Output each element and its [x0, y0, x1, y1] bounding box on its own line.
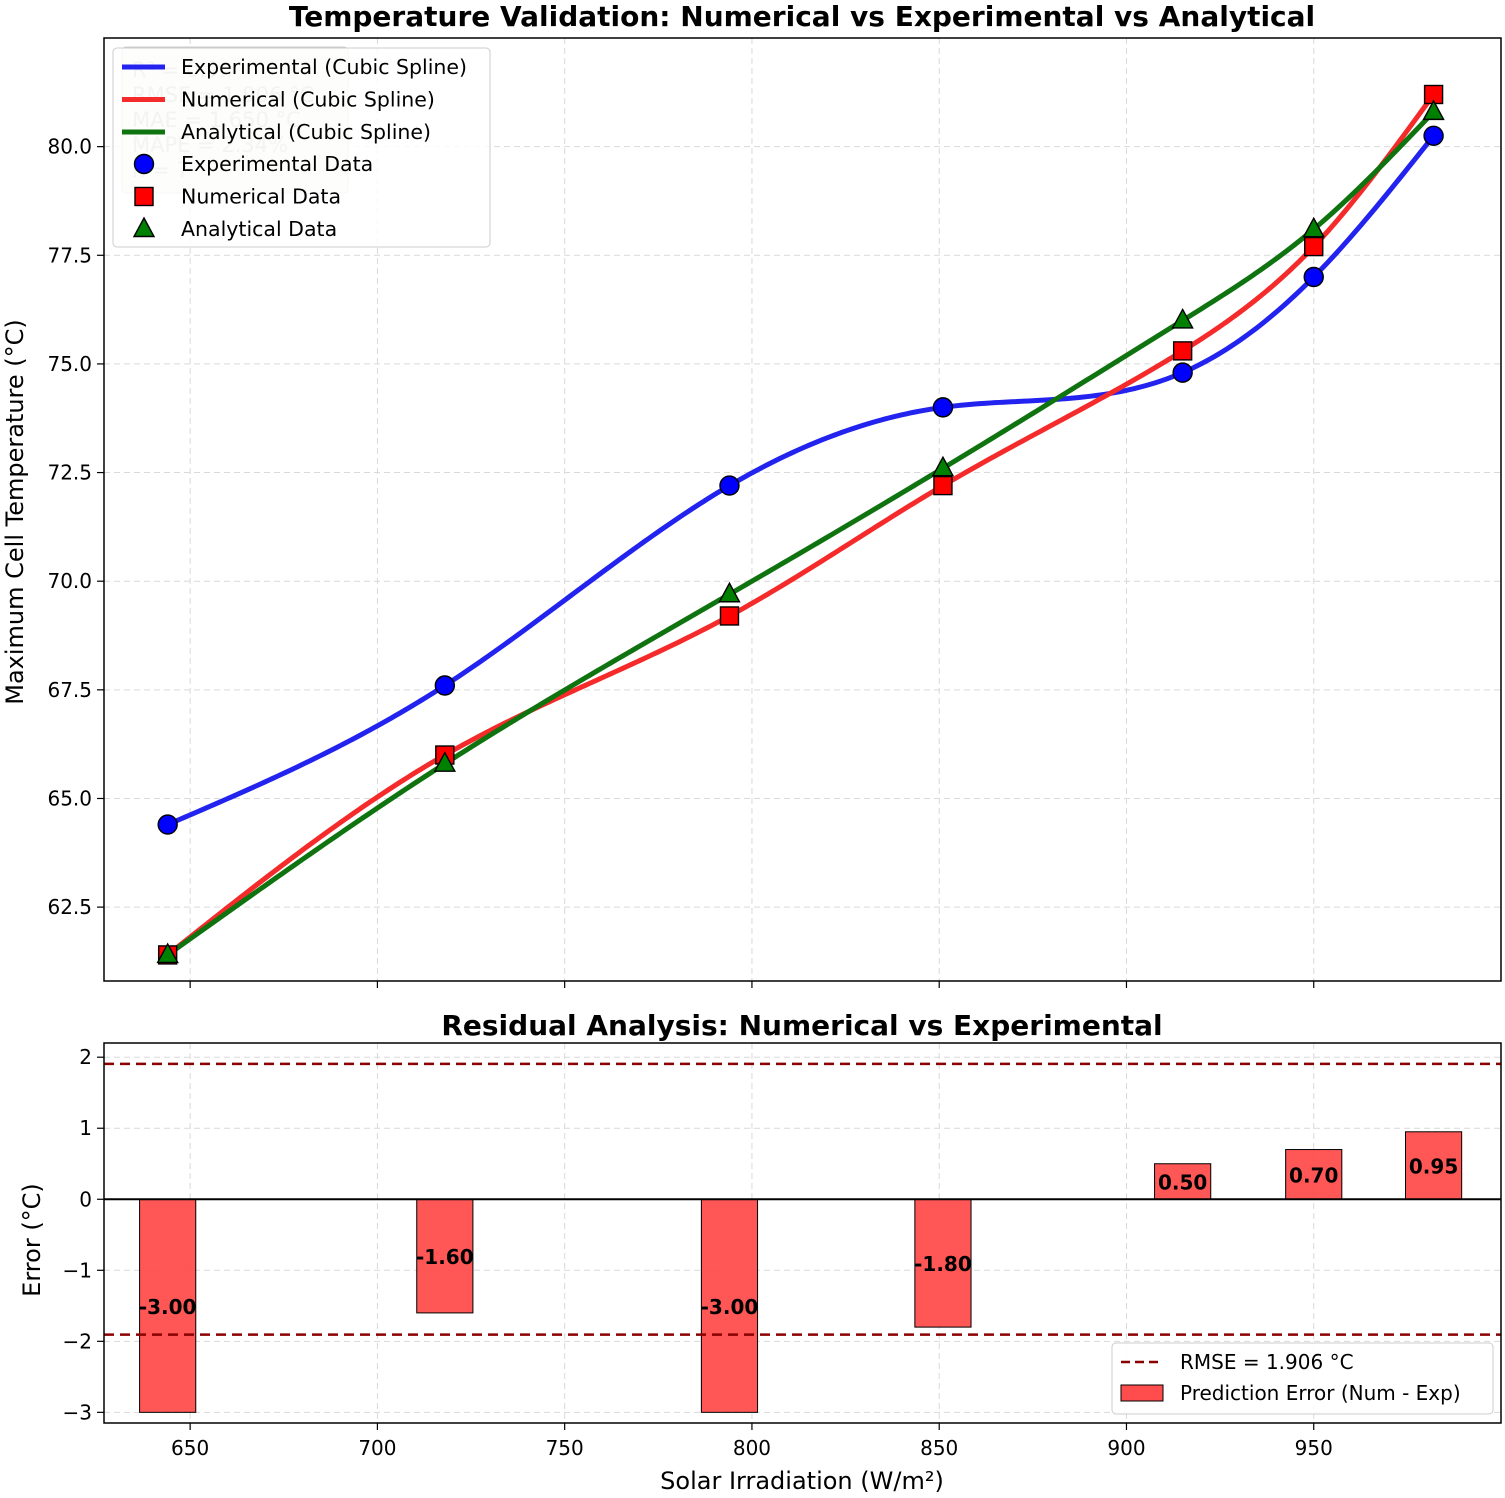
residual-bar: [1154, 1163, 1212, 1200]
spline-curve-2: [165, 91, 1437, 958]
residual-value-label: 0.95: [1409, 1155, 1458, 1179]
bottom-legend: RMSE = 1.906 °C Prediction Error (Num - …: [1111, 1342, 1494, 1415]
data-point-circle: [932, 397, 954, 418]
legend-error-swatch: [1120, 1384, 1164, 1402]
residual-value-label: -1.60: [416, 1245, 474, 1269]
top-grid: [104, 38, 1501, 981]
spline-curve-3: [165, 109, 1437, 958]
data-point-circle: [1303, 266, 1324, 288]
top-y-axis-label: Maximum Cell Temperature (°C): [1, 319, 29, 705]
bottom-y-tick-label: 2: [79, 1045, 92, 1069]
top-y-tick-label: 65.0: [47, 786, 92, 810]
residual-bar: [416, 1198, 474, 1314]
legend-marker-label: Experimental Data: [181, 152, 373, 176]
top-y-tick-label: 72.5: [47, 461, 92, 485]
top-plot-frame: [103, 37, 1502, 982]
bottom-y-tick-label: −2: [63, 1329, 92, 1353]
top-chart-title: Temperature Validation: Numerical vs Exp…: [289, 0, 1315, 33]
data-point-circle: [157, 814, 178, 835]
data-point-triangle: [1422, 99, 1445, 121]
residual-value-label: -3.00: [139, 1295, 197, 1319]
data-point-triangle: [931, 455, 955, 477]
bottom-x-tick-label: 850: [920, 1436, 958, 1460]
bottom-y-tick-label: 0: [79, 1187, 92, 1211]
data-point-circle: [1172, 362, 1193, 383]
top-axes: 62.5 65.0 67.5 70.0 72.5 75.0 77.5 80.0: [47, 37, 1502, 988]
legend-marker-label: Analytical Data: [181, 217, 337, 241]
bottom-y-tick-label: −3: [63, 1400, 92, 1424]
top-y-tick-label: 77.5: [47, 243, 92, 267]
data-point-circle: [1423, 125, 1444, 146]
data-point-triangle: [1302, 216, 1325, 238]
data-point-triangle: [156, 942, 179, 964]
top-y-tick-label: 80.0: [47, 135, 92, 159]
bottom-x-tick-label: 700: [358, 1436, 396, 1460]
legend-marker-swatch: [134, 186, 154, 207]
residual-value-labels: -3.00 -1.60 -3.00 -1.80 0.50 0.70 0.95: [139, 1155, 1458, 1319]
legend-marker-label: Numerical Data: [181, 185, 341, 209]
legend-line-label: Experimental (Cubic Spline): [181, 55, 467, 79]
data-point-square: [933, 475, 953, 496]
data-point-square: [1304, 236, 1324, 257]
residual-value-label: 0.70: [1289, 1163, 1338, 1187]
data-point-circle: [434, 675, 456, 696]
legend-rmse-label: RMSE = 1.906 °C: [1180, 1350, 1354, 1374]
bottom-axes: −3 −2 −1 0 1 2 650 700 750 800 850 900 950: [63, 1042, 1502, 1460]
legend-line-label: Analytical (Cubic Spline): [181, 120, 431, 144]
legend-line-label: Numerical (Cubic Spline): [181, 88, 435, 112]
residual-bars: [139, 1131, 1463, 1413]
top-y-tick-label: 70.0: [47, 569, 92, 593]
residual-value-label: -1.80: [914, 1252, 972, 1276]
bottom-chart-title: Residual Analysis: Numerical vs Experime…: [441, 1009, 1162, 1042]
residual-chart: Residual Analysis: Numerical vs Experime…: [18, 1009, 1502, 1495]
spline-curve-1: [165, 133, 1437, 828]
data-point-square: [1172, 341, 1193, 361]
top-markers: [156, 84, 1445, 965]
bottom-y-tick-label: 1: [79, 1116, 92, 1140]
legend-marker-swatch: [132, 216, 156, 238]
top-y-tick-label: 75.0: [47, 352, 92, 376]
residual-bar: [1285, 1149, 1343, 1200]
residual-reference-lines: [104, 1062, 1501, 1336]
bottom-x-tick-label: 650: [171, 1436, 209, 1460]
residual-value-label: 0.50: [1158, 1171, 1207, 1195]
residual-value-label: -3.00: [701, 1295, 759, 1319]
top-y-tick-label: 67.5: [47, 678, 92, 702]
bottom-y-axis-label: Error (°C): [18, 1183, 46, 1297]
bottom-x-tick-label: 800: [733, 1436, 771, 1460]
data-point-triangle: [718, 581, 741, 603]
x-axis-label: Solar Irradiation (W/m²): [660, 1467, 944, 1495]
bottom-plot-frame: [103, 1042, 1502, 1424]
bottom-y-tick-label: −1: [63, 1258, 92, 1282]
legend-error-label: Prediction Error (Num - Exp): [1180, 1381, 1461, 1405]
data-point-circle: [719, 475, 740, 496]
top-legend: Experimental (Cubic Spline) Numerical (Cu…: [112, 47, 491, 248]
bottom-x-tick-label: 750: [546, 1436, 584, 1460]
bottom-x-tick-label: 900: [1107, 1436, 1145, 1460]
temperature-chart: Temperature Validation: Numerical vs Exp…: [1, 0, 1502, 988]
top-curves: [165, 91, 1437, 958]
data-point-triangle: [433, 751, 456, 772]
top-y-tick-label: 62.5: [47, 895, 92, 919]
bottom-x-tick-label: 950: [1295, 1436, 1333, 1460]
data-point-square: [719, 606, 740, 626]
legend-marker-swatch: [133, 153, 155, 175]
data-point-triangle: [1171, 307, 1194, 329]
